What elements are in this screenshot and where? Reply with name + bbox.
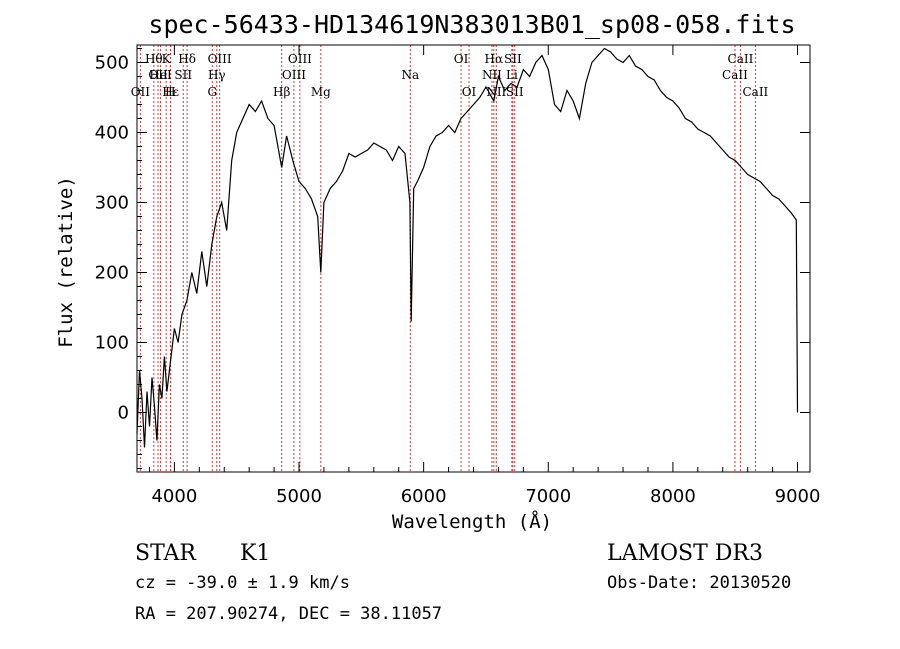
x-tick-label: 5000 <box>276 486 322 507</box>
x-tick-label: 8000 <box>650 486 696 507</box>
object-subclass: K1 <box>240 541 270 566</box>
line-markers <box>139 45 756 472</box>
line-marker-label: CaII <box>722 68 748 82</box>
line-marker-label: G <box>207 85 217 99</box>
ra-dec-value: RA = 207.90274, DEC = 38.11057 <box>135 604 442 624</box>
x-axis-label: Wavelength (Å) <box>392 510 552 533</box>
line-marker-label: Hα <box>485 52 504 66</box>
object-class: STAR <box>135 541 197 566</box>
line-marker-label: OII <box>131 85 151 99</box>
y-tick-label: 100 <box>95 333 129 354</box>
y-tick-label: 300 <box>95 193 129 214</box>
survey-label: LAMOST DR3 <box>607 541 763 566</box>
plot-frame <box>136 44 811 473</box>
x-tick-label: 4000 <box>151 486 197 507</box>
line-marker-label: HeI <box>149 68 172 82</box>
line-marker-label: Hβ <box>273 85 290 99</box>
line-marker-label: Na <box>401 68 419 82</box>
line-marker-label: OI <box>462 85 477 99</box>
spectrum-line <box>136 47 799 448</box>
line-marker-label: Mg <box>311 85 331 99</box>
y-axis: 0 100 200 300 400 500 <box>95 48 810 469</box>
y-tick-label: 400 <box>95 123 129 144</box>
line-marker-label: Hδ <box>178 52 196 66</box>
line-marker-label: Hθ <box>145 52 163 66</box>
y-tick-label: 500 <box>95 53 129 74</box>
line-marker-label: NII <box>482 68 502 82</box>
line-marker-label: Li <box>506 68 518 82</box>
line-marker-label: Hγ <box>208 68 226 82</box>
chart-title: spec-56433-HD134619N383013B01_sp08-058.f… <box>148 10 795 39</box>
line-marker-label: SII <box>506 85 524 99</box>
line-marker-label: SII <box>174 68 192 82</box>
x-tick-label: 6000 <box>401 486 447 507</box>
obs-date: Obs-Date: 20130520 <box>607 573 791 593</box>
line-marker-label: K <box>162 52 172 66</box>
line-marker-label: CaII <box>728 52 754 66</box>
x-axis: 4000 5000 6000 7000 8000 9000 <box>148 45 821 507</box>
line-marker-label: OI <box>454 52 469 66</box>
line-marker-label: CaII <box>742 85 768 99</box>
line-marker-label: SII <box>504 52 522 66</box>
y-tick-label: 200 <box>95 263 129 284</box>
line-marker-label: OIII <box>208 52 232 66</box>
line-marker-label: OIII <box>282 68 306 82</box>
line-marker-label: H <box>165 85 175 99</box>
x-tick-label: 7000 <box>525 486 571 507</box>
x-tick-label: 9000 <box>775 486 821 507</box>
y-tick-label: 0 <box>118 403 129 424</box>
line-marker-label: OII <box>148 68 168 82</box>
y-axis-label: Flux (relative) <box>55 176 77 348</box>
line-marker-label: Hε <box>162 85 179 99</box>
cz-value: cz = -39.0 ± 1.9 km/s <box>135 573 350 593</box>
line-marker-label: OIII <box>288 52 312 66</box>
